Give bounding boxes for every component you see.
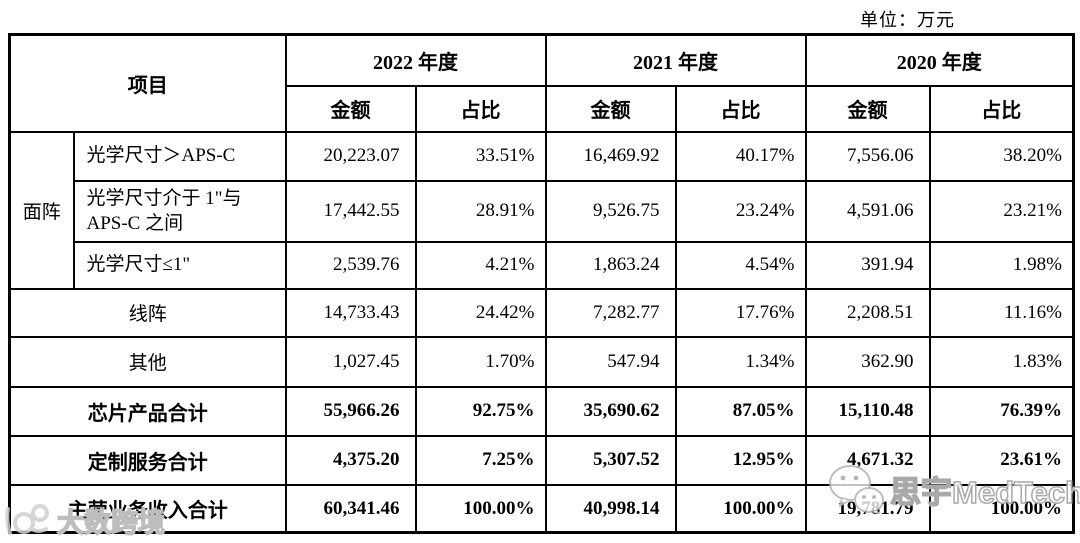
amount-cell: 16,469.92 xyxy=(544,130,677,182)
amount-cell: 19,781.79 xyxy=(804,483,931,534)
amount-cell: 547.94 xyxy=(544,335,677,388)
amount-cell: 15,110.48 xyxy=(804,385,931,437)
percent-cell: 23.21% xyxy=(928,179,1075,243)
row-label-cell: 其他 xyxy=(8,335,287,388)
amount-cell: 7,282.77 xyxy=(544,287,677,338)
table-row-chip-total: 芯片产品合计 55,966.26 92.75% 35,690.62 87.05%… xyxy=(8,385,1075,437)
percent-cell: 40.17% xyxy=(674,130,807,182)
row-label-cell: 光学尺寸≤1" xyxy=(72,240,287,290)
percent-cell: 4.54% xyxy=(674,240,807,290)
percent-cell: 1.98% xyxy=(928,240,1075,290)
percent-cell: 87.05% xyxy=(674,385,807,437)
percent-cell: 23.61% xyxy=(928,434,1075,486)
header-year-2021: 2021 年度 xyxy=(544,33,807,87)
percent-cell: 33.51% xyxy=(414,130,547,182)
header-item: 项目 xyxy=(8,33,287,133)
percent-cell: 38.20% xyxy=(928,130,1075,182)
percent-cell: 100.00% xyxy=(928,483,1075,534)
amount-cell: 17,442.55 xyxy=(284,179,417,243)
amount-cell: 4,671.32 xyxy=(804,434,931,486)
header-row-years: 项目 2022 年度 2021 年度 2020 年度 xyxy=(8,33,1075,133)
table-row-custom-service-total: 定制服务合计 4,375.20 7.25% 5,307.52 12.95% 4,… xyxy=(8,434,1075,486)
table-row-main-revenue-total: 主营业务收入合计 60,341.46 100.00% 40,998.14 100… xyxy=(8,483,1075,534)
percent-cell: 12.95% xyxy=(674,434,807,486)
header-ratio-2020: 占比 xyxy=(928,84,1075,133)
header-amount-2021: 金额 xyxy=(544,84,677,133)
amount-cell: 14,733.43 xyxy=(284,287,417,338)
header-row-measures: 金额 占比 金额 占比 金额 占比 xyxy=(10,84,1075,133)
percent-cell: 100.00% xyxy=(674,483,807,534)
amount-cell: 35,690.62 xyxy=(544,385,677,437)
percent-cell: 23.24% xyxy=(674,179,807,243)
amount-cell: 2,539.76 xyxy=(284,240,417,290)
amount-cell: 20,223.07 xyxy=(284,130,417,182)
percent-cell: 92.75% xyxy=(414,385,547,437)
percent-cell: 17.76% xyxy=(674,287,807,338)
percent-cell: 28.91% xyxy=(414,179,547,243)
table-row-optical-lte-1inch: 光学尺寸≤1" 2,539.76 4.21% 1,863.24 4.54% 39… xyxy=(10,240,1075,290)
amount-cell: 4,591.06 xyxy=(804,179,931,243)
revenue-breakdown-table: 项目 2022 年度 2021 年度 2020 年度 金额 占比 金额 占比 金… xyxy=(8,33,1075,535)
percent-cell: 100.00% xyxy=(414,483,547,534)
header-year-2022: 2022 年度 xyxy=(284,33,547,87)
percent-cell: 24.42% xyxy=(414,287,547,338)
percent-cell: 11.16% xyxy=(928,287,1075,338)
table-row-optical-between: 光学尺寸介于 1"与 APS-C 之间 17,442.55 28.91% 9,5… xyxy=(10,179,1075,243)
row-label-cell: 线阵 xyxy=(8,287,287,338)
amount-cell: 40,998.14 xyxy=(544,483,677,534)
table-row-other: 其他 1,027.45 1.70% 547.94 1.34% 362.90 1.… xyxy=(8,335,1075,388)
table-row-optical-gt-apsc: 面阵 光学尺寸＞APS-C 20,223.07 33.51% 16,469.92… xyxy=(8,130,1075,290)
percent-cell: 76.39% xyxy=(928,385,1075,437)
amount-cell: 362.90 xyxy=(804,335,931,388)
header-amount-2020: 金额 xyxy=(804,84,931,133)
percent-cell: 1.34% xyxy=(674,335,807,388)
amount-cell: 1,863.24 xyxy=(544,240,677,290)
table-row-line-array: 线阵 14,733.43 24.42% 7,282.77 17.76% 2,20… xyxy=(8,287,1075,338)
amount-cell: 55,966.26 xyxy=(284,385,417,437)
amount-cell: 7,556.06 xyxy=(804,130,931,182)
amount-cell: 1,027.45 xyxy=(284,335,417,388)
percent-cell: 4.21% xyxy=(414,240,547,290)
percent-cell: 1.83% xyxy=(928,335,1075,388)
header-ratio-2021: 占比 xyxy=(674,84,807,133)
amount-cell: 2,208.51 xyxy=(804,287,931,338)
amount-cell: 5,307.52 xyxy=(544,434,677,486)
row-label-cell: 芯片产品合计 xyxy=(8,385,287,437)
row-label-cell: 主营业务收入合计 xyxy=(8,483,287,534)
amount-cell: 4,375.20 xyxy=(284,434,417,486)
header-amount-2022: 金额 xyxy=(284,84,417,133)
row-label-cell: 定制服务合计 xyxy=(8,434,287,486)
amount-cell: 9,526.75 xyxy=(544,179,677,243)
header-ratio-2022: 占比 xyxy=(414,84,547,133)
row-label-cell: 光学尺寸＞APS-C xyxy=(72,130,287,182)
amount-cell: 391.94 xyxy=(804,240,931,290)
percent-cell: 1.70% xyxy=(414,335,547,388)
header-year-2020: 2020 年度 xyxy=(804,33,1075,87)
group-cell-area-array: 面阵 xyxy=(8,130,75,290)
amount-cell: 60,341.46 xyxy=(284,483,417,534)
row-label-cell: 光学尺寸介于 1"与 APS-C 之间 xyxy=(72,179,287,243)
percent-cell: 7.25% xyxy=(414,434,547,486)
unit-label: 单位：万元 xyxy=(860,10,955,30)
